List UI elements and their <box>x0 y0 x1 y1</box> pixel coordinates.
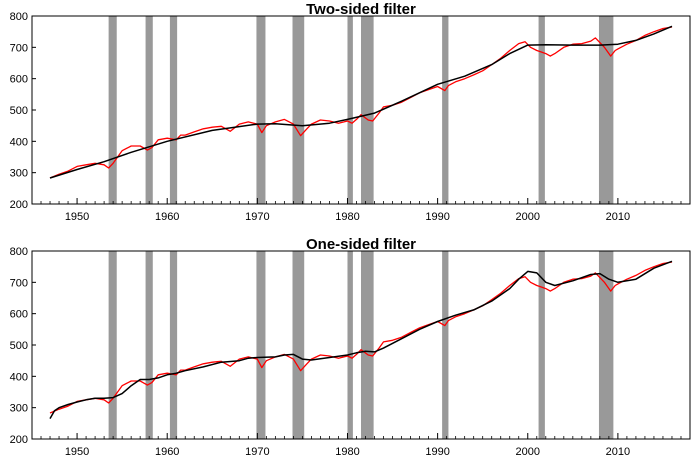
y-tick-label: 400 <box>10 136 28 148</box>
recession-bar <box>292 251 305 439</box>
panel-top: 200 300 400 500 600 700 800 1950 1960 1970 1980 19… <box>10 1 691 223</box>
recession-bar <box>361 16 374 204</box>
x-tick-label: 1950 <box>65 211 89 223</box>
recession-bar <box>169 251 178 439</box>
recession-bar <box>256 16 266 204</box>
series-line-red <box>49 26 673 179</box>
x-tick-label: 1950 <box>65 446 89 456</box>
recession-bar <box>108 16 117 204</box>
y-tick-label: 800 <box>10 246 28 258</box>
recession-bar <box>361 251 374 439</box>
recession-bar <box>598 16 614 204</box>
y-tick-label: 700 <box>10 42 28 54</box>
recession-bar <box>598 251 614 439</box>
recession-bar <box>347 251 353 439</box>
x-tick-label: 2010 <box>606 211 630 223</box>
recession-bar <box>538 16 545 204</box>
panel-title: Two-sided filter <box>306 1 416 18</box>
x-tick-label: 1960 <box>155 446 179 456</box>
y-tick-label: 600 <box>10 309 28 321</box>
recession-bar <box>347 16 353 204</box>
recession-bar <box>256 251 266 439</box>
recession-bar <box>442 251 449 439</box>
y-tick-label: 800 <box>10 11 28 23</box>
x-tick-label: 1980 <box>335 446 359 456</box>
x-tick-label: 2000 <box>516 446 540 456</box>
recession-bar <box>108 251 117 439</box>
y-tick-label: 600 <box>10 74 28 86</box>
series-line-black <box>49 260 673 419</box>
y-tick-label: 500 <box>10 105 28 117</box>
y-tick-label: 300 <box>10 168 28 180</box>
recession-bar <box>442 16 449 204</box>
x-tick-label: 1960 <box>155 211 179 223</box>
y-tick-label: 500 <box>10 340 28 352</box>
x-tick-label: 1980 <box>335 211 359 223</box>
panel-bottom: 200 300 400 500 600 700 800 1950 1960 1970 1980 19… <box>10 236 691 456</box>
x-tick-label: 1990 <box>425 211 449 223</box>
y-tick-label: 200 <box>10 434 28 446</box>
recession-bar <box>538 251 545 439</box>
y-tick-label: 400 <box>10 371 28 383</box>
y-tick-label: 300 <box>10 403 28 415</box>
x-tick-label: 2000 <box>516 211 540 223</box>
panel-title: One-sided filter <box>306 236 416 253</box>
recession-bar <box>292 16 305 204</box>
x-tick-label: 1990 <box>425 446 449 456</box>
y-tick-label: 700 <box>10 277 28 289</box>
y-tick-label: 200 <box>10 199 28 211</box>
x-tick-label: 2010 <box>606 446 630 456</box>
series-line-red <box>49 261 673 414</box>
x-tick-label: 1970 <box>245 211 269 223</box>
recession-bar <box>169 16 178 204</box>
x-tick-label: 1970 <box>245 446 269 456</box>
recession-bar <box>145 16 153 204</box>
recession-bar <box>145 251 153 439</box>
series-line-black <box>49 25 673 179</box>
